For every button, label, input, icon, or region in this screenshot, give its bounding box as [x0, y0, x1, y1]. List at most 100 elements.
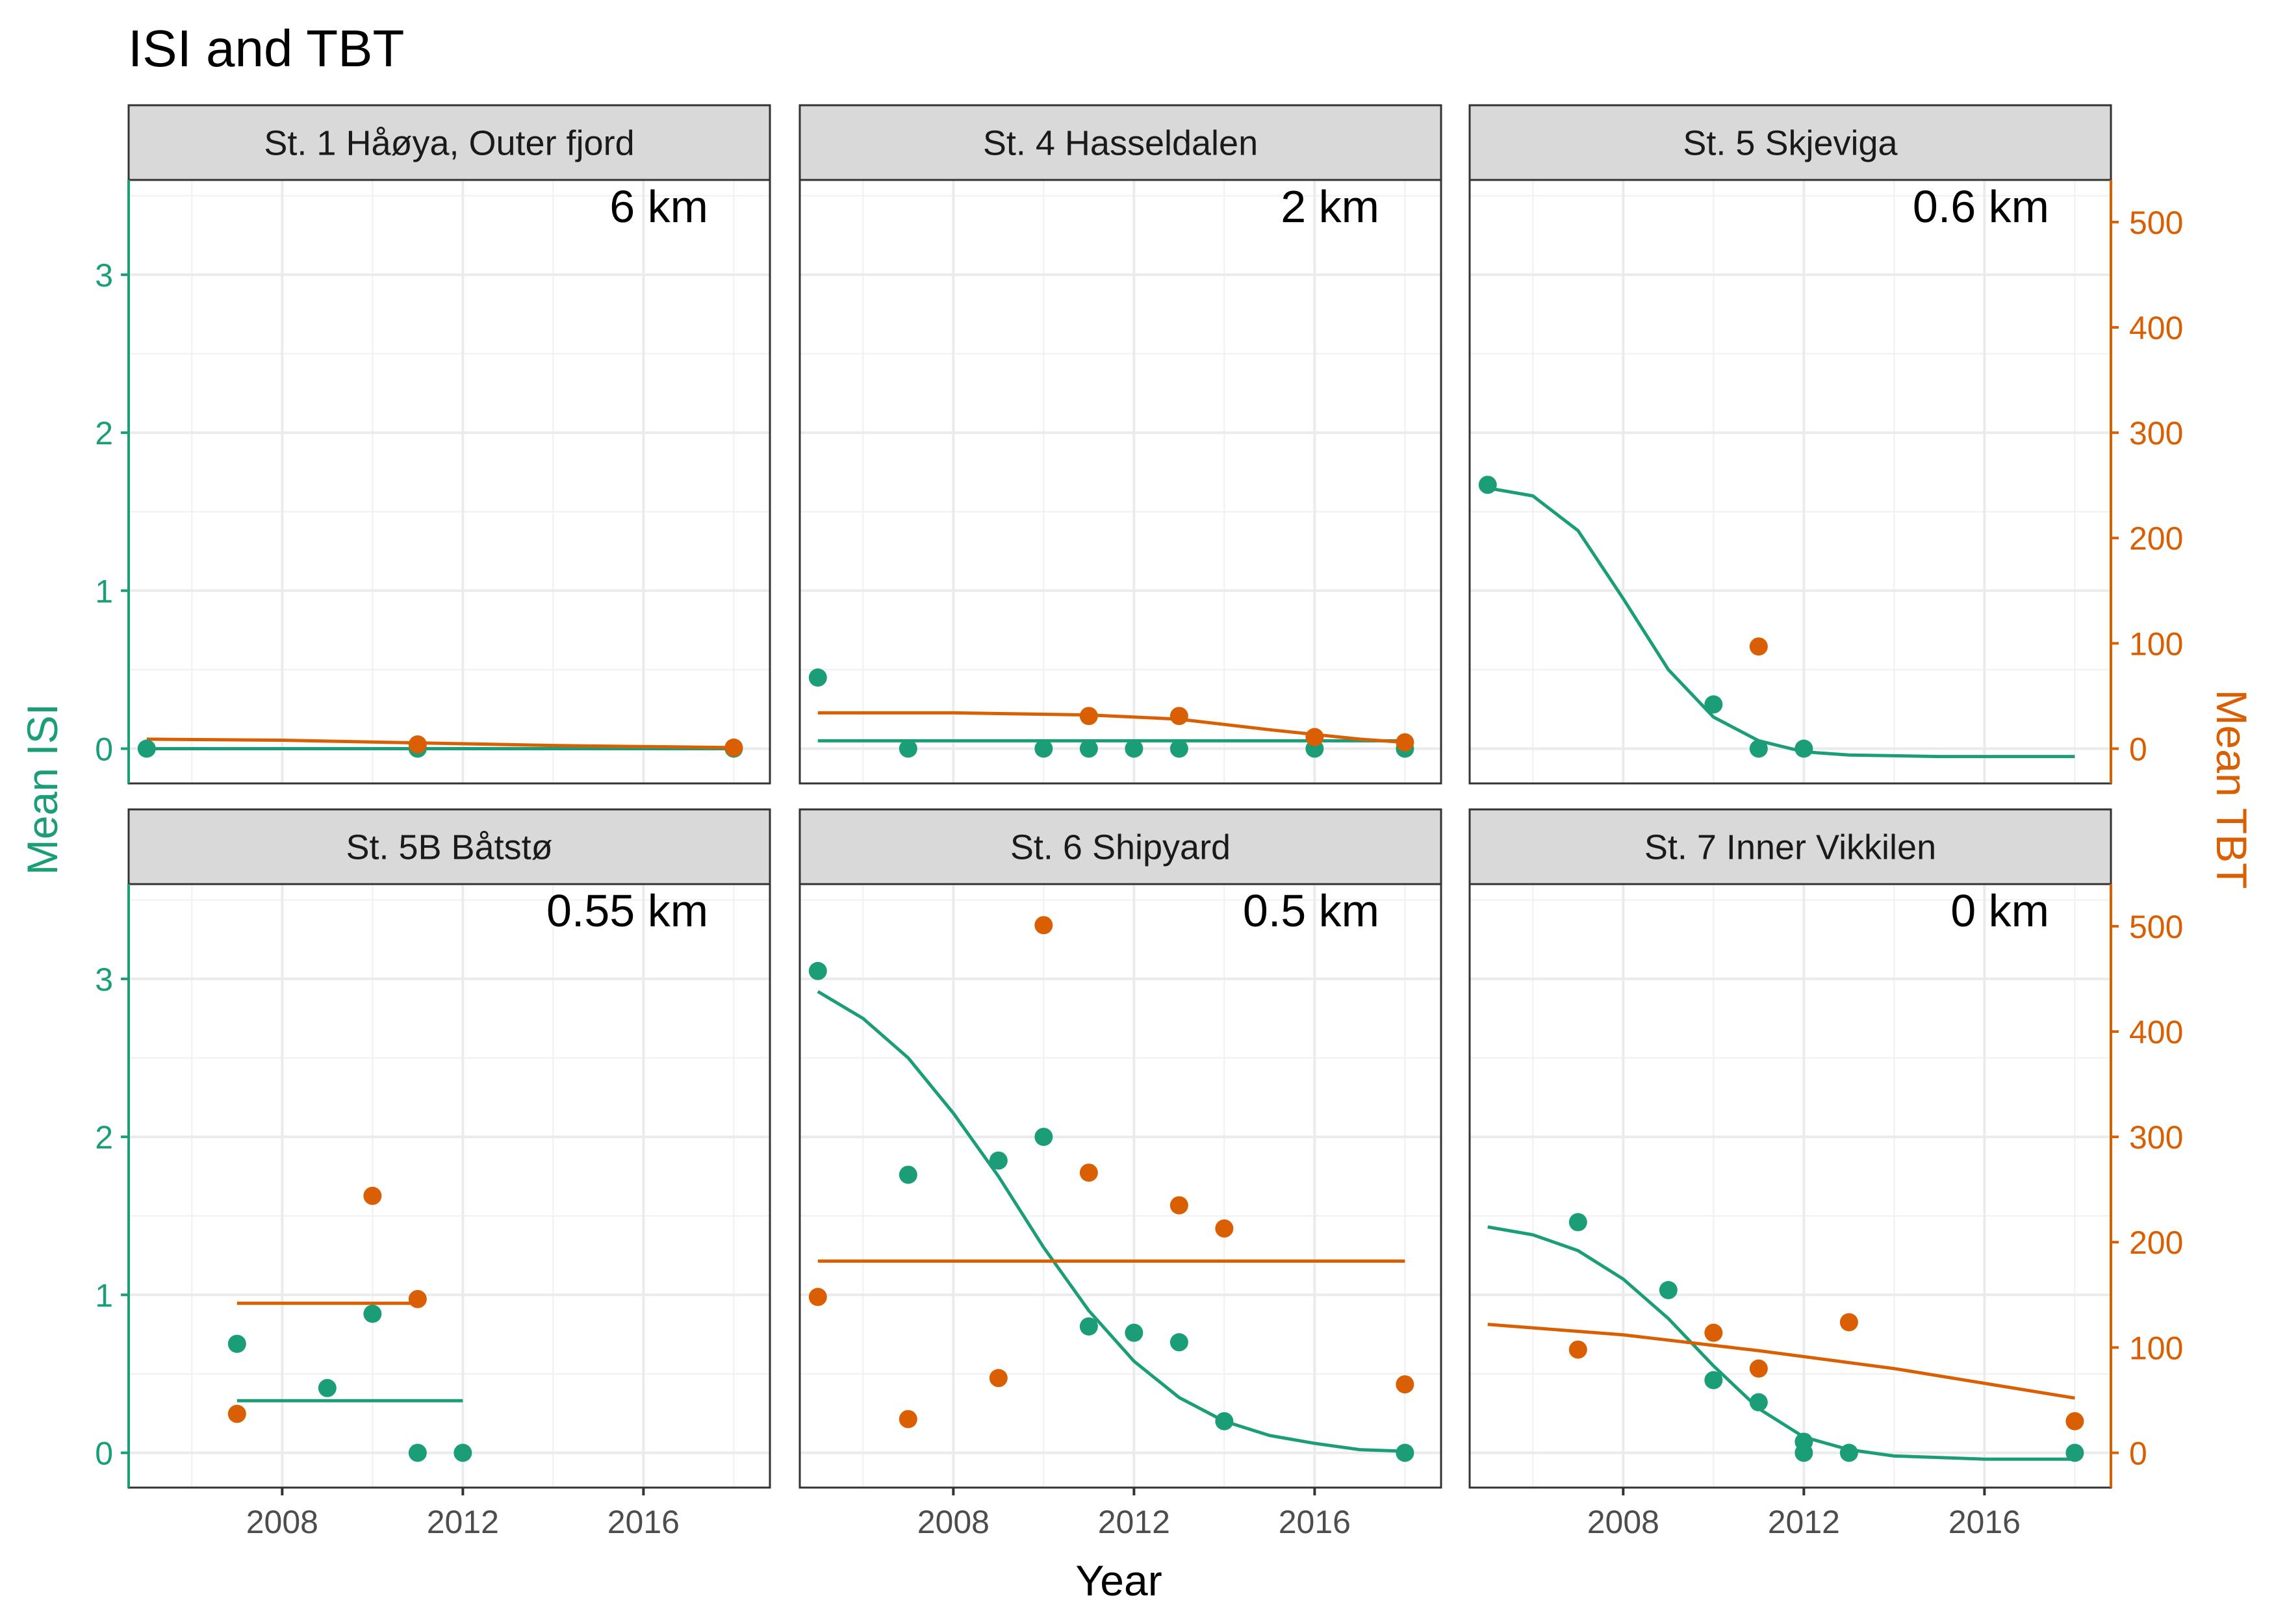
isi-point — [1034, 739, 1053, 758]
isi-point — [1125, 1323, 1143, 1342]
tbt-point — [1079, 1163, 1098, 1182]
x-tick-label: 2012 — [427, 1504, 499, 1540]
strip-label: St. 5B Båtstø — [346, 828, 552, 867]
y-tick-label-right: 400 — [2129, 1014, 2183, 1050]
strip-background — [798, 104, 1442, 181]
right-axes: 0 100 200 300 400 500 0 100 200 300 400 500 — [2110, 180, 2183, 1488]
panel-background — [129, 884, 770, 1488]
tbt-point — [1749, 1359, 1768, 1378]
isi-point — [1659, 1281, 1678, 1300]
x-axis-title: Year — [1075, 1556, 1162, 1605]
tbt-point — [808, 1288, 827, 1306]
panel-background — [800, 884, 1441, 1488]
isi-point — [1749, 739, 1768, 758]
isi-point — [408, 1443, 427, 1462]
y-tick-label-right: 400 — [2129, 310, 2183, 346]
x-tick-label: 2008 — [917, 1504, 990, 1540]
y-tick-label-right: 0 — [2129, 731, 2147, 767]
tbt-point — [724, 738, 743, 757]
strip-background — [798, 808, 1442, 885]
isi-point — [1795, 1443, 1813, 1462]
y-tick-label-left: 2 — [95, 415, 113, 451]
y-axis-title-right: Mean TBT — [2208, 690, 2256, 889]
tbt-point — [408, 1289, 427, 1308]
tbt-point — [1169, 1196, 1188, 1215]
y-tick-label-right: 300 — [2129, 1119, 2183, 1156]
isi-point — [1034, 1128, 1053, 1147]
isi-point — [1079, 1317, 1098, 1336]
x-tick-label: 2016 — [1948, 1504, 2021, 1540]
isi-fit-line — [1487, 486, 2075, 759]
isi-point — [1125, 739, 1143, 758]
panel: St. 7 Inner Vikkilen 0 km — [1468, 808, 2112, 1489]
strip-label: St. 5 Skjeviga — [1683, 124, 1898, 163]
x-tick-label: 2012 — [1768, 1504, 1840, 1540]
y-axis-title-left: Mean ISI — [18, 704, 66, 875]
isi-point — [1396, 1443, 1414, 1462]
strip-label: St. 7 Inner Vikkilen — [1644, 828, 1936, 867]
isi-point — [1704, 695, 1723, 714]
distance-label: 0.6 km — [1913, 181, 2049, 232]
isi-point — [363, 1304, 382, 1323]
tbt-point — [1396, 1375, 1414, 1394]
distance-label: 2 km — [1281, 181, 1379, 232]
x-tick-label: 2016 — [1279, 1504, 1351, 1540]
tbt-point — [899, 1410, 917, 1428]
isi-point — [1749, 1393, 1768, 1412]
isi-point — [454, 1443, 472, 1462]
y-tick-label-right: 500 — [2129, 909, 2183, 945]
tbt-point — [1568, 1340, 1587, 1359]
tbt-point — [989, 1369, 1008, 1388]
isi-point — [1478, 476, 1497, 494]
distance-label: 0.5 km — [1243, 885, 1379, 936]
isi-point — [1795, 739, 1813, 758]
y-tick-label-right: 300 — [2129, 415, 2183, 451]
tbt-point — [1079, 707, 1098, 726]
tbt-fit-line — [1487, 1323, 2075, 1400]
tbt-point — [1396, 733, 1414, 752]
y-tick-label-left: 1 — [95, 573, 113, 609]
panel: St. 5B Båtstø 0.55 km — [127, 808, 771, 1489]
y-tick-label-right: 200 — [2129, 520, 2183, 557]
tbt-point — [1704, 1323, 1723, 1342]
distance-label: 0.55 km — [546, 885, 708, 936]
strip-label: St. 6 Shipyard — [1010, 828, 1231, 867]
tbt-point — [1839, 1313, 1858, 1332]
strip-label: St. 1 Håøya, Outer fjord — [264, 124, 634, 163]
y-tick-label-left: 3 — [95, 961, 113, 998]
isi-point — [1839, 1443, 1858, 1462]
isi-point — [1568, 1213, 1587, 1232]
y-tick-label-right: 100 — [2129, 1330, 2183, 1366]
y-tick-label-left: 1 — [95, 1277, 113, 1313]
left-axes: 0 1 2 3 0 1 2 3 — [95, 180, 130, 1488]
isi-point — [989, 1151, 1008, 1170]
x-tick-label: 2008 — [1587, 1504, 1659, 1540]
panel-background — [800, 180, 1441, 783]
y-tick-label-right: 100 — [2129, 626, 2183, 662]
isi-fit-line — [1487, 1225, 2075, 1461]
isi-point — [318, 1378, 337, 1397]
y-tick-label-left: 3 — [95, 257, 113, 294]
strip-label: St. 4 Hasseldalen — [983, 124, 1258, 163]
strip-background — [127, 808, 771, 885]
tbt-point — [363, 1186, 382, 1205]
y-tick-label-right: 200 — [2129, 1224, 2183, 1261]
isi-fit-line — [817, 990, 1405, 1453]
tbt-point — [2065, 1412, 2084, 1430]
x-tick-label: 2008 — [246, 1504, 318, 1540]
strip-background — [127, 104, 771, 181]
x-tick-label: 2012 — [1098, 1504, 1170, 1540]
y-tick-label-left: 0 — [95, 1435, 113, 1471]
chart-title: ISI and TBT — [128, 19, 404, 77]
tbt-point — [1749, 637, 1768, 656]
tbt-point — [227, 1404, 246, 1423]
distance-label: 6 km — [609, 181, 708, 232]
tbt-point — [1169, 707, 1188, 726]
y-tick-label-right: 500 — [2129, 205, 2183, 241]
tbt-point — [408, 735, 427, 754]
panel: St. 6 Shipyard 0.5 km — [798, 808, 1442, 1489]
panels: St. 1 Håøya, Outer fjord 6 km St. 4 Hassel… — [127, 104, 2112, 1489]
isi-point — [808, 668, 827, 687]
panel: St. 4 Hasseldalen 2 km — [798, 104, 1442, 785]
